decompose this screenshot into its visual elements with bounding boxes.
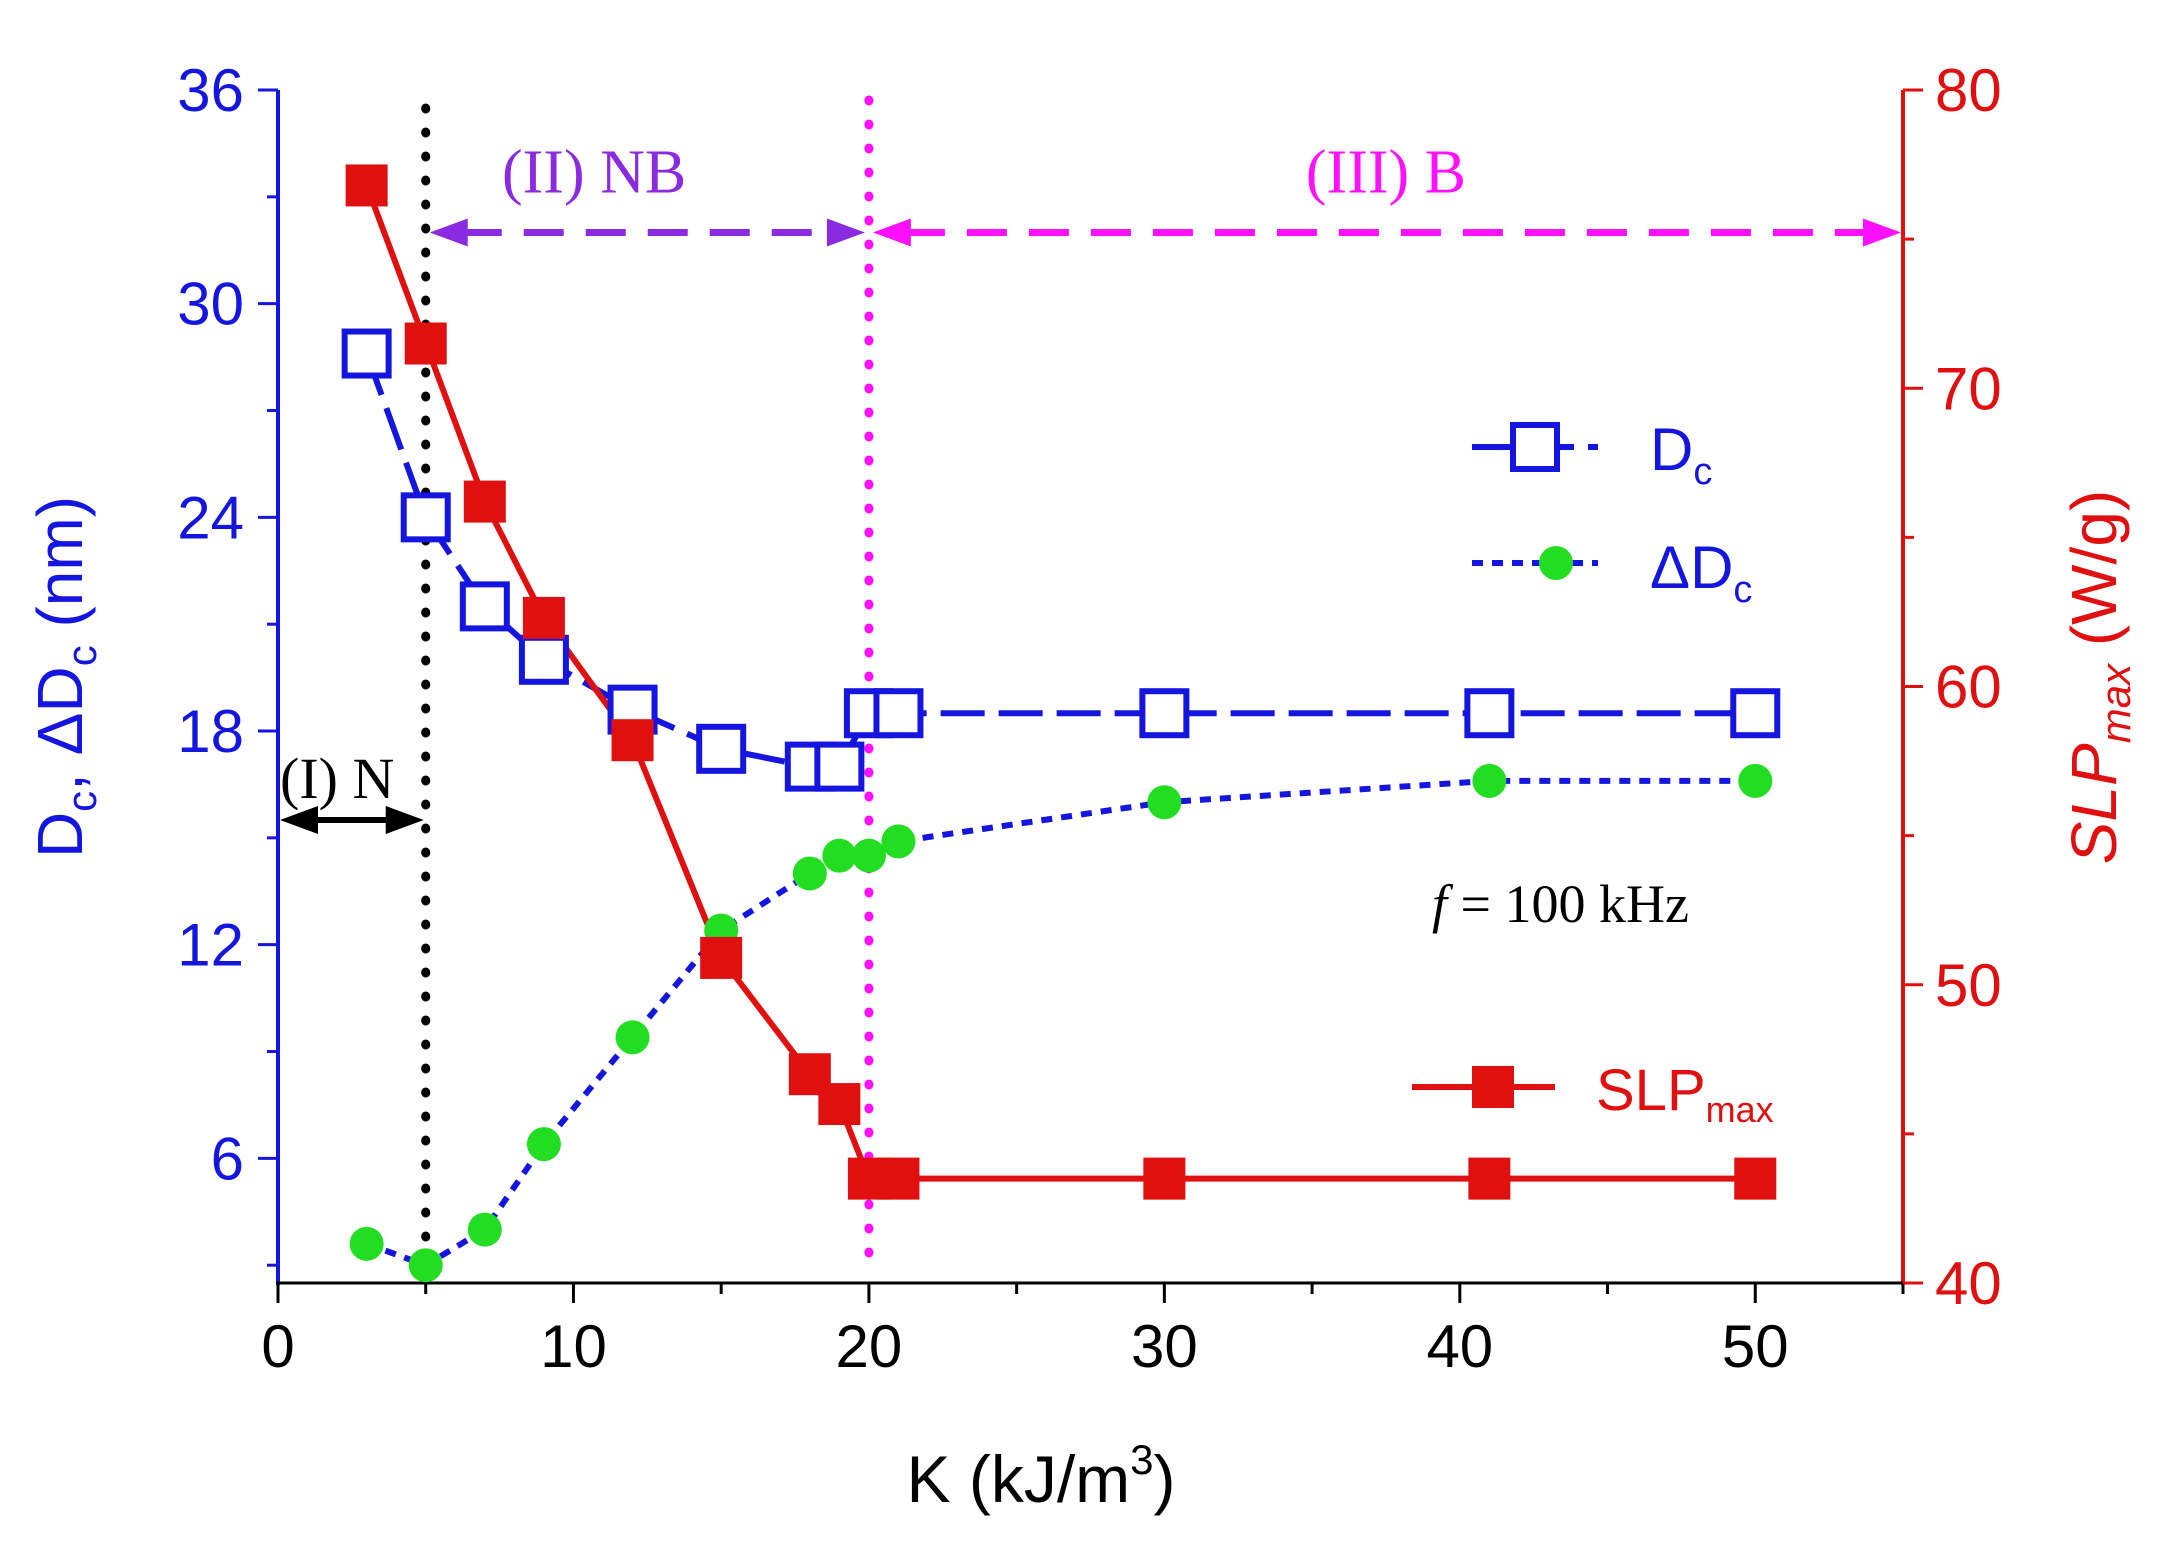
delta-dc-point — [881, 824, 916, 859]
frequency-annotation: f = 100 kHz — [1432, 874, 1689, 934]
x-tick-label: 40 — [1426, 1313, 1493, 1380]
x-tick-label: 10 — [540, 1313, 607, 1380]
dc-point — [341, 328, 392, 379]
delta-dc-point — [615, 1020, 650, 1055]
x-tick-label: 50 — [1722, 1313, 1789, 1380]
nb-arrow-head-right — [826, 218, 865, 247]
n-arrow-head-left — [280, 806, 318, 835]
delta-dc-point — [1738, 763, 1773, 798]
legend-delta-dc-label: ΔDc — [1650, 534, 1752, 611]
slp-point — [611, 719, 654, 762]
dc-point — [518, 634, 569, 685]
delta-dc-point — [526, 1127, 561, 1162]
delta-dc-point — [792, 856, 827, 891]
slp-point — [818, 1083, 861, 1126]
n-arrow-head-right — [385, 806, 424, 835]
dc-point — [459, 581, 510, 632]
y-right-tick-label: 60 — [1935, 654, 2002, 721]
frequency-value: = 100 kHz — [1447, 874, 1689, 934]
dc-point — [873, 688, 924, 739]
delta-dc-point — [822, 838, 857, 873]
region-label-b: (III) B — [1306, 138, 1466, 206]
legend-slp-marker — [1472, 1066, 1514, 1108]
delta-dc-point — [851, 838, 886, 873]
region-label-n: (I) N — [280, 746, 394, 811]
slp-point — [345, 164, 388, 207]
slp-point — [463, 480, 506, 523]
dc-point — [1464, 688, 1515, 739]
y-left-tick-label: 12 — [177, 912, 244, 979]
legend: Dc ΔDc SLPmax — [1412, 416, 1774, 1130]
y-axis-right-title: SLPmax (W/g) — [2058, 490, 2139, 865]
y-right-tick-label: 70 — [1935, 355, 2002, 422]
ticks: 0 10 20 30 40 50 6 12 18 24 30 36 40 50 60 70 80 — [177, 57, 2002, 1380]
dc-point — [1730, 688, 1781, 739]
y-axis-left-title: Dc, ΔDc (nm) — [24, 496, 105, 858]
y-left-tick-label: 18 — [177, 698, 244, 765]
y-left-tick-label: 6 — [211, 1125, 244, 1192]
series — [341, 164, 1781, 1283]
slp-point — [1143, 1157, 1186, 1200]
y-right-tick-label: 80 — [1935, 57, 2002, 124]
dc-point — [1139, 688, 1190, 739]
slp-point — [1468, 1157, 1511, 1200]
slp-point — [877, 1157, 920, 1200]
dc-point — [814, 741, 865, 792]
y-right-tick-label: 50 — [1935, 952, 2002, 1019]
x-tick-label: 30 — [1131, 1313, 1198, 1380]
delta-dc-point — [1147, 785, 1182, 820]
y-left-tick-label: 24 — [177, 484, 244, 551]
y-left-tick-label: 30 — [177, 271, 244, 338]
x-tick-label: 0 — [261, 1313, 294, 1380]
legend-item-delta-dc: ΔDc — [1472, 534, 1752, 611]
legend-item-slp: SLPmax — [1412, 1058, 1774, 1130]
nb-arrow-head-left — [429, 218, 468, 247]
delta-dc-point — [349, 1226, 384, 1261]
boundary-lines — [421, 95, 874, 1280]
delta-dc-point — [467, 1212, 502, 1247]
x-tick-label: 20 — [836, 1313, 903, 1380]
legend-dc-label: Dc — [1650, 416, 1712, 493]
b-arrow-head-left — [872, 218, 911, 247]
b-arrow-head-right — [1863, 218, 1901, 247]
legend-item-dc: Dc — [1472, 416, 1712, 493]
region-arrows — [280, 218, 1901, 835]
y-right-tick-label: 40 — [1935, 1250, 2002, 1317]
slp-point — [700, 936, 743, 979]
legend-delta-dc-marker — [1539, 546, 1573, 580]
dc-point — [696, 723, 747, 774]
delta-dc-point — [1472, 763, 1507, 798]
y-left-tick-label: 36 — [177, 57, 244, 124]
slp-point — [522, 596, 565, 639]
region-label-nb: (II) NB — [502, 138, 686, 206]
x-axis-title: K (kJ/m3) — [907, 1436, 1176, 1516]
legend-slp-label: SLPmax — [1596, 1058, 1774, 1130]
delta-dc-point — [408, 1248, 443, 1283]
slp-point — [1734, 1157, 1777, 1200]
legend-dc-marker — [1510, 422, 1560, 472]
dc-point — [400, 492, 451, 543]
slp-point — [404, 322, 447, 365]
